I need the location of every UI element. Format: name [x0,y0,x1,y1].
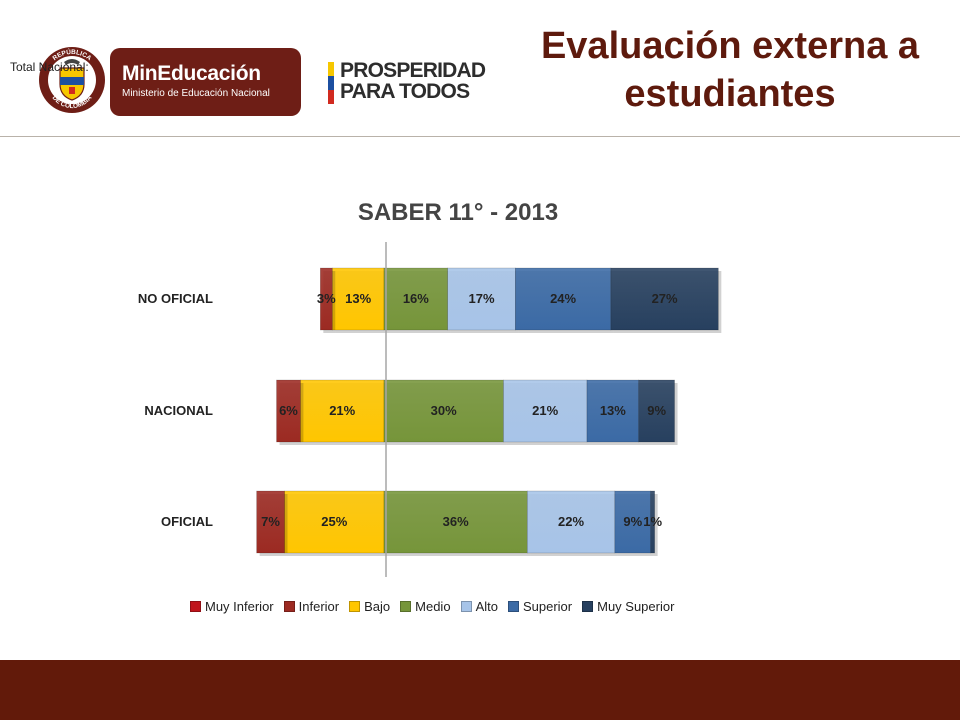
bar-segment [447,267,516,331]
legend-item: Muy Inferior [190,599,274,614]
data-label: 21% [532,403,558,418]
bar-segment [383,490,528,554]
data-label: 24% [550,291,576,306]
ministry-logo-name: MinEducación [122,62,261,85]
data-label: 16% [403,291,429,306]
bar-segment [320,267,333,331]
bar-segment [256,490,285,554]
data-label: 36% [443,514,469,529]
legend-label: Superior [522,598,573,614]
legend-label: Muy Superior [597,598,675,614]
bar-shadow [653,494,658,556]
data-label: 27% [652,291,678,306]
flag-stripe-yellow [328,62,334,76]
saber-11-chart: SABER 11° - 2013 NO OFICIAL 13% 3% 16% 17% 24%… [138,199,722,577]
bar-segment [610,267,719,331]
legend-item: Inferior [283,598,340,614]
legend-item: Bajo [349,599,390,614]
ministry-logo: MinEducación Ministerio de Educación Nac… [110,48,301,116]
legend-swatch [349,600,361,612]
footer-band [0,660,960,720]
data-label: 6% [279,403,298,418]
page-title: Evaluación externa a estudiantes [500,22,960,118]
bar-segment [276,379,301,443]
data-label: 22% [558,514,584,529]
bar-segment [383,267,448,331]
bar-segment [300,379,385,443]
flag-stripe-blue [328,76,334,90]
page-title-line1: Evaluación externa a [540,25,920,67]
government-logo-line1: PROSPERIDAD [340,59,486,82]
legend-swatch [507,600,519,612]
category-label: OFICIAL [161,514,213,529]
header: REPÚBLICA DE COLOMBIA MinEducación Minis… [0,0,960,137]
header-divider [0,136,960,137]
data-label: 1% [643,514,662,529]
legend-label: Muy Inferior [205,598,274,614]
legend-swatch [400,600,412,612]
legend-label: Medio [415,598,451,614]
data-label: 25% [321,514,347,529]
category-label: NACIONAL [144,403,213,418]
total-label: Total Nacional: [10,60,89,74]
seal-ring-text: REPÚBLICA DE COLOMBIA [51,47,94,110]
seal-bottom-text: DE COLOMBIA [51,94,94,110]
chart-legend: Muy Inferior Inferior Bajo Medio Alto Superio… [190,596,674,616]
category-label: NO OFICIAL [138,291,213,306]
bar-segment [526,490,616,554]
legend-label: Alto [475,598,498,614]
legend-swatch [460,600,472,612]
bar-segment [614,490,651,554]
bar-segment [515,267,612,331]
legend-label: Bajo [364,598,391,614]
svg-text:DE COLOMBIA: DE COLOMBIA [51,94,94,110]
legend-label: Inferior [298,598,340,614]
bar-segment [284,490,385,554]
chart-title: SABER 11° - 2013 [358,199,558,226]
data-label: 30% [431,403,457,418]
data-label: 13% [600,403,626,418]
government-logo: PROSPERIDAD PARA TODOS [328,60,498,104]
data-label: 9% [647,403,666,418]
data-label: 21% [329,403,355,418]
legend-item: Medio [400,598,451,614]
legend-item: Alto [460,598,498,614]
data-label: 17% [468,291,494,306]
data-label: 3% [317,291,336,306]
ministry-logo-subtitle: Ministerio de Educación Nacional [122,88,270,99]
bar-segment [638,379,675,443]
bar-segment [650,490,655,554]
colombia-seal-icon [39,47,105,113]
data-label: 9% [623,514,642,529]
data-label: 7% [261,514,280,529]
bar-segment [383,379,504,443]
flag-stripe-red [328,90,334,104]
government-logo-line2: PARA TODOS [340,80,470,103]
legend-swatch [582,600,594,612]
legend-swatch [283,600,295,612]
legend-item: Superior [507,598,573,614]
data-label: 13% [345,291,371,306]
legend-item: Muy Superior [582,599,674,614]
page-title-line2: estudiantes [624,73,836,115]
legend-swatch [190,600,201,612]
bar-segment [503,379,588,443]
